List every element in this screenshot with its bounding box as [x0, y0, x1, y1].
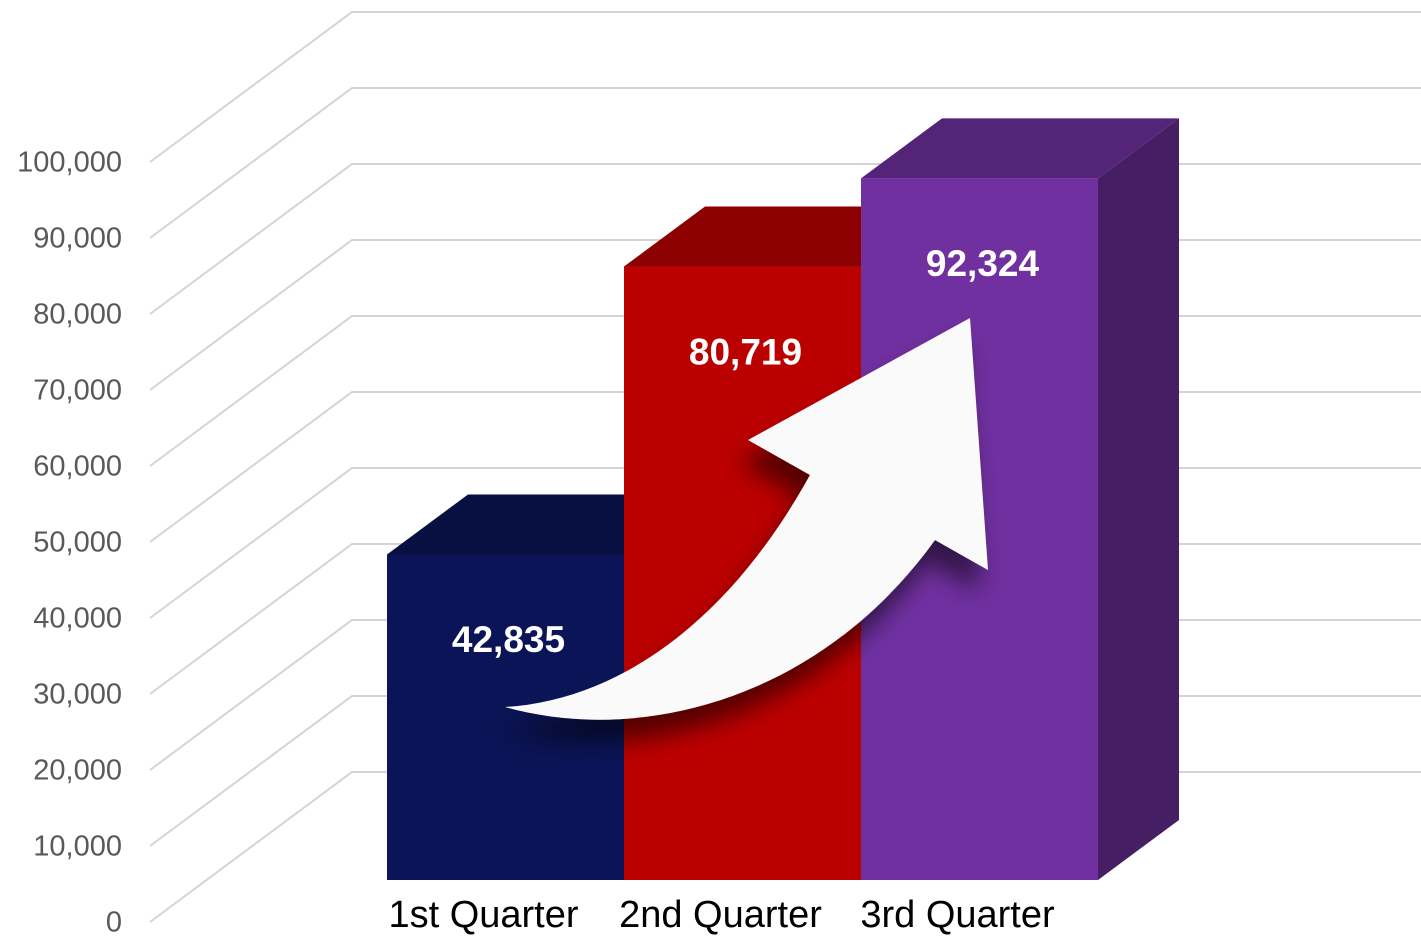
y-tick-label: 80,000: [33, 299, 122, 331]
x-tick-label: 1st Quarter: [388, 894, 578, 936]
y-tick-label: 60,000: [33, 451, 122, 483]
y-tick-label: 90,000: [33, 223, 122, 255]
bars: [387, 118, 1179, 881]
bar-top: [861, 118, 1179, 179]
y-tick-label: 70,000: [33, 375, 122, 407]
x-tick-label: 2nd Quarter: [619, 894, 822, 936]
value-label: 92,324: [926, 243, 1040, 284]
x-tick-label: 3rd Quarter: [860, 894, 1055, 936]
trend-arrow: [505, 318, 988, 720]
grid-line: [149, 87, 1421, 239]
y-tick-label: 0: [106, 907, 122, 939]
y-tick-label: 10,000: [33, 831, 122, 863]
value-label: 80,719: [689, 331, 802, 372]
y-tick-label: 100,000: [17, 147, 122, 179]
value-label: 42,835: [452, 619, 565, 660]
y-tick-label: 50,000: [33, 527, 122, 559]
grid: [149, 11, 1421, 923]
grid-line: [149, 11, 1421, 163]
bar-side: [1098, 118, 1179, 881]
y-tick-label: 30,000: [33, 679, 122, 711]
y-tick-label: 20,000: [33, 755, 122, 787]
y-tick-label: 40,000: [33, 603, 122, 635]
labels: 0 10,000 20,000 30,000 40,000 50,000 60,000 70,…: [17, 147, 1055, 939]
